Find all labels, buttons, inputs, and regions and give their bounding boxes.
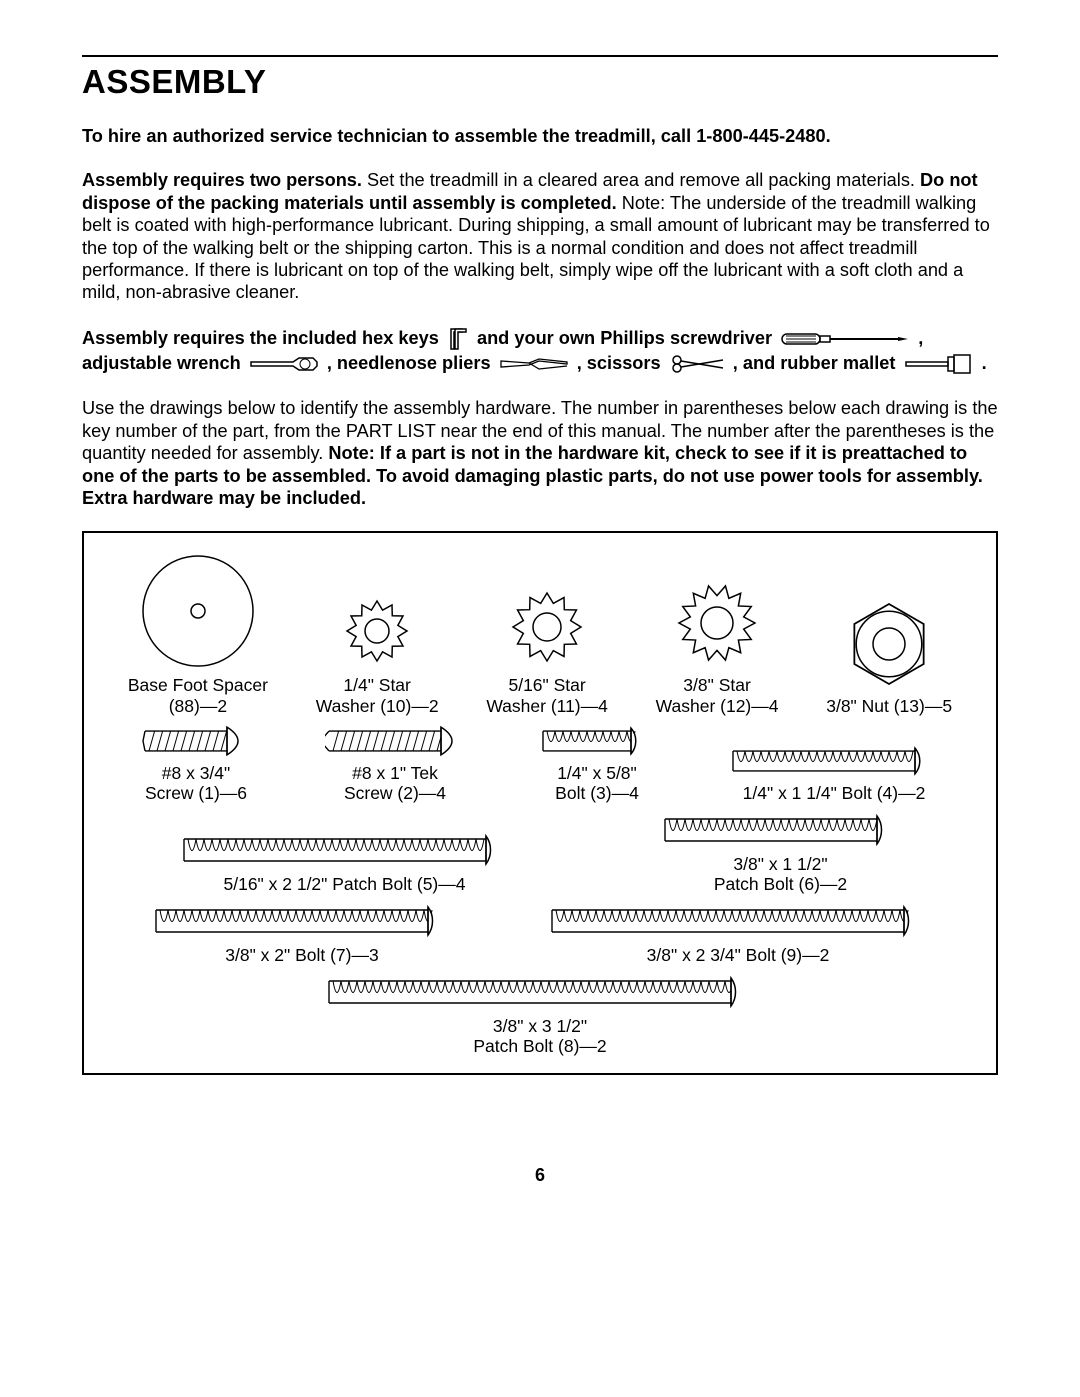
bolt-4: 1/4" x 1 1/4" Bolt (4)—2 [729,743,939,804]
section-heading: ASSEMBLY [82,63,998,101]
bolt-icon [539,723,655,759]
lbl: 3/8" x 2 3/4" Bolt (9)—2 [647,945,830,965]
star-washer-icon [669,575,765,671]
lbl: #8 x 3/4" [162,763,230,783]
lbl: Patch Bolt (6)—2 [714,874,847,894]
lbl: 5/16" x 2 1/2" Patch Bolt (5)—4 [224,874,466,894]
star-washer-12: 3/8" StarWasher (12)—4 [656,575,779,716]
bolt-7: 3/8" x 2" Bolt (7)—3 [152,901,452,966]
screw-2: #8 x 1" TekScrew (2)—4 [325,723,465,804]
bolt-icon [729,743,939,779]
tools-t5: , needlenose pliers [327,353,491,373]
hw-row-5: 3/8" x 3 1/2"Patch Bolt (8)—2 [104,972,976,1057]
lbl: 3/8" x 1 1/2" [733,854,827,874]
tools-t3: , [918,328,923,348]
wrench-icon [249,354,319,374]
tools-t2: and your own Phillips screwdriver [477,328,772,348]
star-washer-icon [503,583,591,671]
lbl: 1/4" x 5/8" [557,763,637,783]
lbl: #8 x 1" Tek [352,763,438,783]
star-washer-10: 1/4" StarWasher (10)—2 [316,591,439,716]
lbl: Washer (12)—4 [656,696,779,716]
lbl: Base Foot Spacer [128,675,268,695]
hw-row-1: Base Foot Spacer(88)—2 1/4" StarWasher (… [104,551,976,716]
lbl: Screw (2)—4 [344,783,446,803]
bolt-icon [152,901,452,941]
hex-nut-icon [841,596,937,692]
p2-t1: Set the treadmill in a cleared area and … [362,170,920,190]
lbl: Washer (10)—2 [316,696,439,716]
flat-washer-icon [134,551,262,671]
screwdriver-icon [780,330,910,348]
lbl: Bolt (3)—4 [555,783,639,803]
lbl: 3/8" x 3 1/2" [493,1016,587,1036]
star-washer-11: 5/16" StarWasher (11)—4 [486,583,608,716]
lbl: 3/8" Star [683,675,751,695]
bolt-6: 3/8" x 1 1/2"Patch Bolt (6)—2 [661,810,901,895]
tools-t8: . [982,353,987,373]
bolt-3: 1/4" x 5/8"Bolt (3)—4 [539,723,655,804]
lbl: 5/16" Star [508,675,585,695]
hardware-intro-paragraph: Use the drawings below to identify the a… [82,397,998,509]
hex-key-icon [447,327,469,351]
hardware-box: Base Foot Spacer(88)—2 1/4" StarWasher (… [82,531,998,1075]
screw-1: #8 x 3/4"Screw (1)—6 [141,723,251,804]
bolt-8: 3/8" x 3 1/2"Patch Bolt (8)—2 [325,972,755,1057]
hw-row-3: 5/16" x 2 1/2" Patch Bolt (5)—4 3/8" x 1… [104,810,976,895]
hw-row-4: 3/8" x 2" Bolt (7)—3 3/8" x 2 3/4" Bolt … [104,901,976,966]
base-foot-spacer: Base Foot Spacer(88)—2 [128,551,268,716]
scissors-icon [669,355,725,373]
bolt-5: 5/16" x 2 1/2" Patch Bolt (5)—4 [180,830,510,895]
tools-t6: , scissors [577,353,661,373]
required-tools-line: Assembly requires the included hex keys … [82,326,998,376]
hw-row-2: #8 x 3/4"Screw (1)—6 #8 x 1" TekScrew (2… [104,723,976,804]
top-rule [82,55,998,57]
lbl: Screw (1)—6 [145,783,247,803]
bolt-icon [661,810,901,850]
lbl: Washer (11)—4 [486,696,608,716]
mallet-icon [904,354,974,374]
hire-technician-text: To hire an authorized service technician… [82,125,998,147]
assembly-notes-paragraph: Assembly requires two persons. Set the t… [82,169,998,303]
bolt-9: 3/8" x 2 3/4" Bolt (9)—2 [548,901,928,966]
lbl: 3/8" Nut (13)—5 [826,696,952,716]
tools-t7: , and rubber mallet [733,353,896,373]
two-persons-label: Assembly requires two persons. [82,170,362,190]
lbl: 1/4" Star [343,675,411,695]
page-number: 6 [82,1165,998,1186]
manual-page: ASSEMBLY To hire an authorized service t… [0,0,1080,1226]
lbl: 3/8" x 2" Bolt (7)—3 [225,945,378,965]
bolt-icon [548,901,928,941]
screw-icon [141,723,251,759]
nut-13: 3/8" Nut (13)—5 [826,596,952,717]
tools-t4: adjustable wrench [82,353,241,373]
lbl: (88)—2 [169,696,227,716]
star-washer-icon [337,591,417,671]
screw-icon [325,723,465,759]
bolt-icon [325,972,755,1012]
lbl: 1/4" x 1 1/4" Bolt (4)—2 [743,783,926,803]
pliers-icon [499,355,569,373]
lbl: Patch Bolt (8)—2 [473,1036,606,1056]
tools-t1: Assembly requires the included hex keys [82,328,439,348]
bolt-icon [180,830,510,870]
